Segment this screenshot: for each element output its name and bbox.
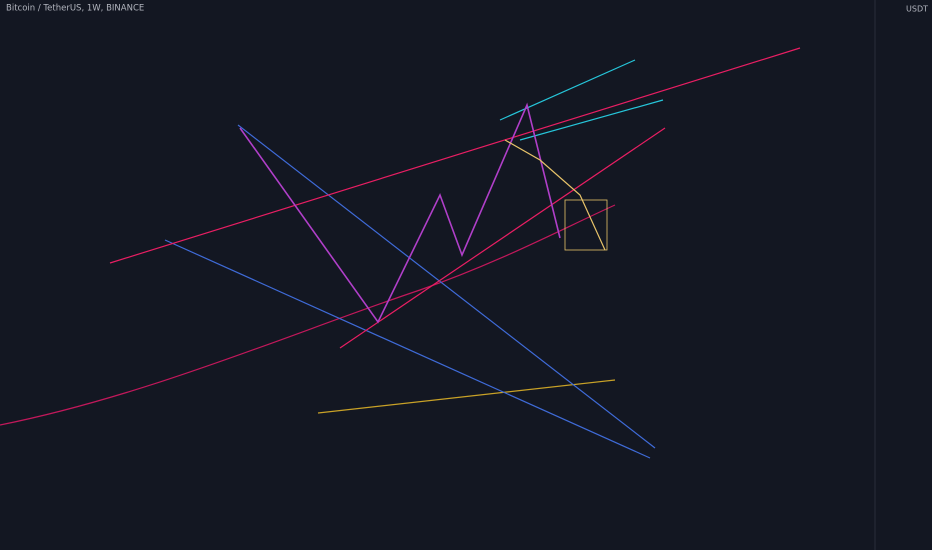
price-axis xyxy=(875,0,932,550)
trend-line xyxy=(164,239,651,459)
fib-box xyxy=(564,199,608,251)
currency-label: USDT xyxy=(906,5,928,14)
drawings xyxy=(0,47,801,459)
chart-title: Bitcoin / TetherUS, 1W, BINANCE xyxy=(6,4,144,14)
wave-line xyxy=(504,139,606,251)
trend-line xyxy=(109,47,801,264)
trend-line xyxy=(237,124,656,449)
trend-line xyxy=(339,127,666,349)
ema-line xyxy=(0,204,616,426)
sma-line xyxy=(317,379,616,414)
wave-line xyxy=(239,102,561,324)
channel-line xyxy=(499,59,636,121)
channel-line xyxy=(519,99,664,141)
